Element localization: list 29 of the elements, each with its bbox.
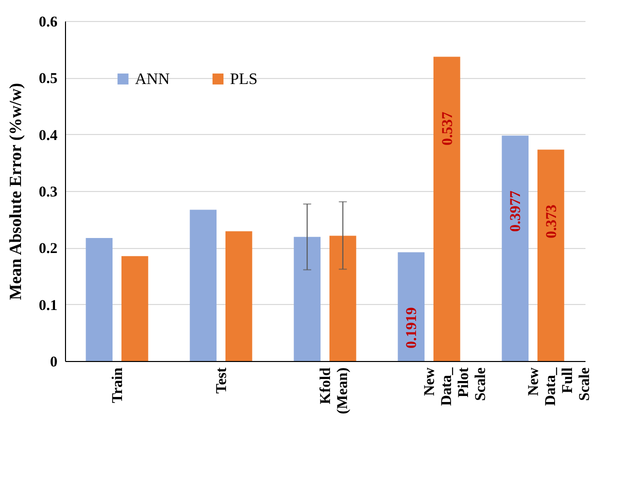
- y-tick-label: 0.1: [38, 298, 58, 314]
- x-tick-label: Test: [214, 368, 230, 394]
- bar: [329, 236, 356, 361]
- data-label: 0.1919: [404, 307, 420, 349]
- x-tick-label: Train: [110, 366, 126, 404]
- data-label: 0.3977: [508, 190, 524, 232]
- data-label: 0.373: [544, 204, 560, 238]
- legend-label: ANN: [135, 71, 170, 88]
- legend-label: PLS: [230, 71, 258, 88]
- bar: [537, 150, 564, 361]
- bar: [502, 136, 529, 361]
- y-tick-label: 0.5: [38, 71, 58, 88]
- y-tick-label: 0.2: [38, 241, 58, 258]
- y-tick-label: 0.6: [38, 14, 58, 30]
- x-tick-label: New Data_ Pilot Scale: [422, 367, 489, 406]
- y-tick-label: 0.3: [38, 184, 58, 200]
- y-axis-title: Mean Absolute Error (%w/w): [6, 82, 25, 300]
- bar: [433, 56, 460, 361]
- bar: [86, 238, 113, 361]
- bar: [294, 236, 321, 361]
- bar: [398, 252, 425, 361]
- y-tick-label: 0.4: [38, 128, 58, 144]
- bar: [225, 231, 252, 361]
- data-label: 0.537: [440, 111, 456, 146]
- y-tick-label: 0: [50, 354, 58, 370]
- x-tick-label: Kfold (Mean): [318, 366, 351, 414]
- x-tick-label: New Data_ Full Scale: [526, 367, 593, 406]
- bar: [121, 256, 148, 361]
- bar: [190, 210, 217, 361]
